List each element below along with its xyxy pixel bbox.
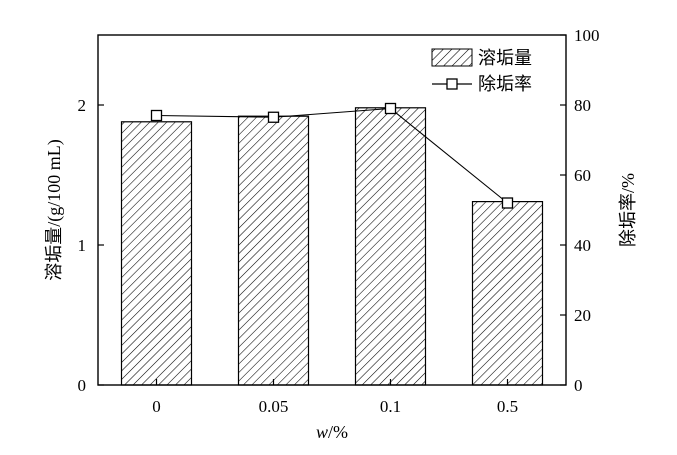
- legend-bar-swatch: [431, 48, 473, 67]
- bar-0.5: [471, 201, 544, 386]
- legend-line-label: 除垢率: [478, 74, 532, 94]
- x-tick-label: 0.5: [497, 397, 518, 416]
- y-right-tick-label: 60: [574, 166, 591, 185]
- bar-series: [120, 107, 544, 386]
- line-path: [156, 107, 508, 204]
- y-left-tick-label: 1: [78, 236, 87, 255]
- y-right-tick-label: 20: [574, 306, 591, 325]
- y-right-tick-label: 0: [574, 376, 583, 395]
- y-right-tick-label: 40: [574, 236, 591, 255]
- x-axis-title: w/%: [316, 422, 348, 442]
- legend-bar-label: 溶垢量: [478, 48, 532, 68]
- y-left-tick-label: 2: [78, 96, 87, 115]
- legend-line-marker: [446, 78, 458, 90]
- line-point-0.05: [267, 111, 280, 123]
- bar-0: [120, 121, 193, 386]
- legend: 溶垢量 除垢率: [431, 48, 532, 94]
- y-axis-title-right: 除垢率/%: [618, 173, 638, 247]
- line-series: [150, 102, 514, 209]
- line-point-0.1: [384, 102, 397, 115]
- x-tick-label: 0: [152, 397, 161, 416]
- y-left-tick-label: 0: [78, 376, 87, 395]
- bar-0.1: [354, 107, 427, 386]
- plot-frame: [97, 34, 567, 386]
- x-tick-label: 0.05: [259, 397, 289, 416]
- x-tick-label: 0.1: [380, 397, 401, 416]
- line-point-0: [150, 109, 163, 122]
- y-right-tick-label: 100: [574, 26, 600, 45]
- y-right-tick-label: 80: [574, 96, 591, 115]
- bar-0.05: [237, 115, 310, 386]
- line-point-0.5: [501, 197, 514, 209]
- y-axis-title-left: 溶垢量/(g/100 mL): [44, 139, 65, 281]
